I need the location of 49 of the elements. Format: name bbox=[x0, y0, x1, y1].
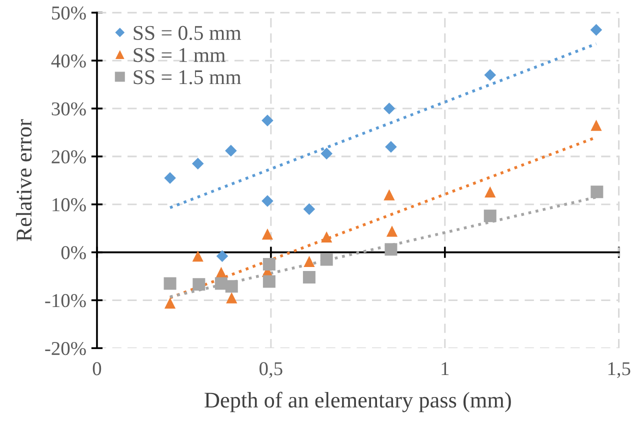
y-tick-label: 0% bbox=[61, 246, 86, 260]
point bbox=[484, 186, 496, 198]
y-tick-label: -20% bbox=[45, 342, 86, 356]
point bbox=[262, 114, 274, 126]
point bbox=[590, 120, 602, 131]
point bbox=[484, 69, 496, 81]
point bbox=[321, 231, 332, 243]
x-tick-label: 1,5 bbox=[608, 362, 630, 378]
point bbox=[262, 258, 276, 271]
point bbox=[383, 102, 396, 114]
point bbox=[590, 186, 604, 198]
point bbox=[164, 277, 176, 290]
x-axis-title: Depth of an elementary pass (mm) bbox=[204, 392, 511, 412]
x-tick-label: 1 bbox=[442, 362, 449, 376]
point bbox=[484, 210, 496, 222]
point bbox=[386, 226, 398, 237]
y-tick-label: 30% bbox=[52, 102, 86, 116]
point bbox=[262, 228, 274, 240]
y-axis-title: Relative error bbox=[16, 119, 32, 242]
point bbox=[302, 270, 316, 284]
point bbox=[192, 278, 206, 291]
point bbox=[384, 189, 395, 200]
point bbox=[192, 250, 204, 262]
y-tick-label: 40% bbox=[51, 54, 86, 68]
x-tick-label: 0,5 bbox=[260, 362, 282, 378]
point bbox=[590, 24, 602, 36]
point bbox=[303, 203, 316, 216]
point bbox=[304, 256, 315, 267]
point bbox=[262, 275, 276, 288]
point bbox=[320, 253, 333, 266]
point bbox=[164, 298, 176, 309]
y-tick-label: 10% bbox=[52, 198, 86, 212]
point bbox=[384, 243, 398, 256]
point bbox=[216, 250, 228, 262]
x-tick-label: 0 bbox=[92, 362, 102, 376]
legend-label: SS = 0.5 mm bbox=[134, 26, 242, 40]
point bbox=[192, 158, 204, 170]
point bbox=[320, 148, 332, 160]
point bbox=[226, 292, 238, 304]
point bbox=[225, 280, 238, 293]
point bbox=[262, 195, 274, 207]
point bbox=[225, 144, 237, 157]
y-tick-label: 50% bbox=[52, 6, 86, 20]
point bbox=[164, 172, 176, 184]
y-tick-label: 20% bbox=[52, 150, 86, 164]
point bbox=[385, 140, 397, 153]
legend-label: SS = 1 mm bbox=[134, 48, 226, 62]
y-tick-label: -10% bbox=[45, 294, 86, 308]
legend-label: SS = 1.5 mm bbox=[134, 70, 242, 84]
